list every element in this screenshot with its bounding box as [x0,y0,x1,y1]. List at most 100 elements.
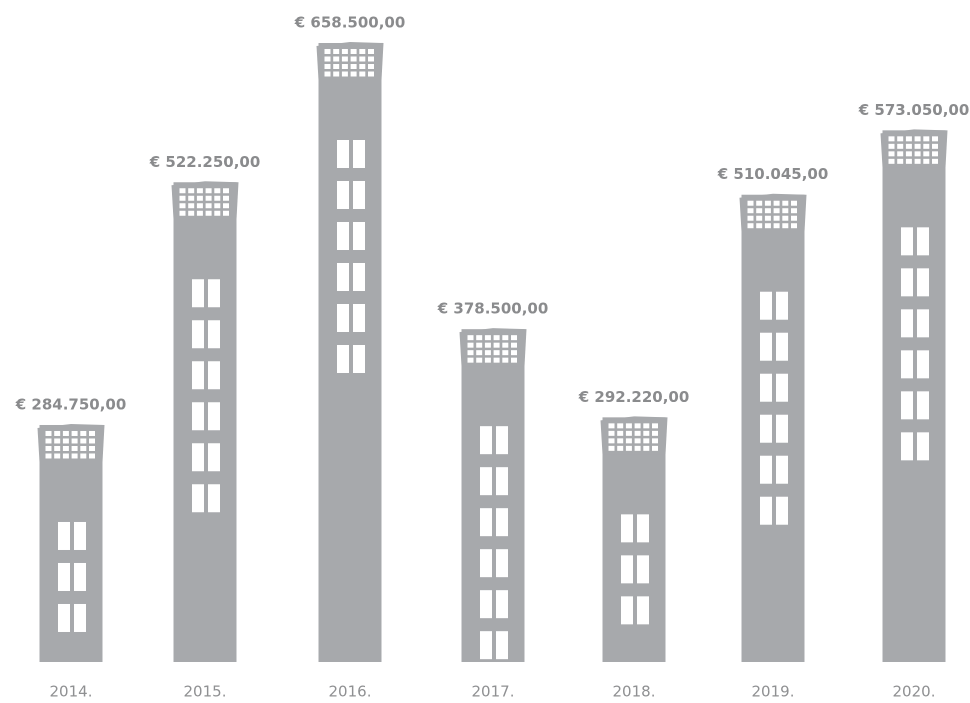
roof-window [756,200,763,206]
value-label: € 378.500,00 [437,300,549,318]
roof-window [888,158,895,164]
roof-window [359,64,366,69]
roof-window [54,438,61,444]
roof-window [89,430,95,436]
roof-window [467,357,474,363]
roof-window [333,49,340,54]
window [58,521,70,550]
value-label: € 284.750,00 [15,395,127,413]
roof-window [359,56,366,62]
roof-window [223,203,229,209]
roof-window [791,208,797,214]
window [337,263,349,291]
window [208,320,220,349]
roof-window [764,223,771,229]
window [353,304,365,332]
roof-window [747,200,754,206]
window [74,521,86,550]
roof-window [932,136,938,142]
roof-window [80,430,87,436]
bar [882,130,946,662]
roof-window [747,223,754,229]
roof-window [467,350,474,356]
roof-window [652,438,658,444]
roof-window [54,453,61,459]
roof-window [205,203,212,209]
window [353,345,365,373]
window [776,332,788,361]
roof-window [617,445,624,451]
roof-window [747,215,754,221]
value-label: € 292.220,00 [578,388,690,406]
window [776,414,788,443]
window [496,508,508,537]
window [621,596,633,625]
roof-window [179,203,186,209]
window [496,590,508,619]
roof-window [914,158,921,164]
roof-window [608,438,615,444]
roof-window [359,49,366,54]
value-label: € 510.045,00 [717,165,829,183]
roof-window [223,210,229,216]
roof-window [923,136,930,142]
roof-window [502,335,509,341]
window [58,562,70,591]
roof-window [205,210,212,216]
roof-window [608,430,615,436]
window [917,309,929,338]
roof-window [791,215,797,221]
window [192,402,204,431]
roof-window [764,215,771,221]
roof-window [188,203,195,209]
roof-window [923,143,930,149]
roof-window [62,438,69,444]
window [917,227,929,256]
bar [318,43,382,662]
window [337,181,349,209]
x-tick-label: 2020. [893,683,936,701]
roof-window [511,357,517,363]
roof-window [350,56,357,62]
roof-window [89,438,95,444]
roof-window [791,200,797,206]
window [621,555,633,584]
roof-window [764,200,771,206]
roof-window [89,445,95,451]
roof-window [205,188,212,194]
roof-window [179,188,186,194]
value-label: € 658.500,00 [294,14,406,32]
roof-window [214,188,221,194]
roof-window [756,208,763,214]
window [776,496,788,525]
roof-window [625,423,632,429]
window [480,508,492,537]
roof-window [188,210,195,216]
window [496,467,508,496]
window [353,181,365,209]
roof-window [196,195,203,201]
roof-window [467,335,474,341]
roof-window [634,423,641,429]
roof-window [214,195,221,201]
roof-window [634,430,641,436]
roof-window [214,210,221,216]
bar [461,329,525,662]
roof-window [476,357,483,363]
window [776,455,788,484]
bar [39,424,103,662]
window [760,414,772,443]
roof-window [932,158,938,164]
building [600,416,668,662]
roof-window [888,151,895,157]
window [480,426,492,455]
bar [602,417,666,662]
roof-window [45,453,52,459]
roof-window [905,158,912,164]
roof-window [905,143,912,149]
roof-window [368,49,374,54]
building [37,423,105,662]
window [776,373,788,402]
roof-window [914,136,921,142]
